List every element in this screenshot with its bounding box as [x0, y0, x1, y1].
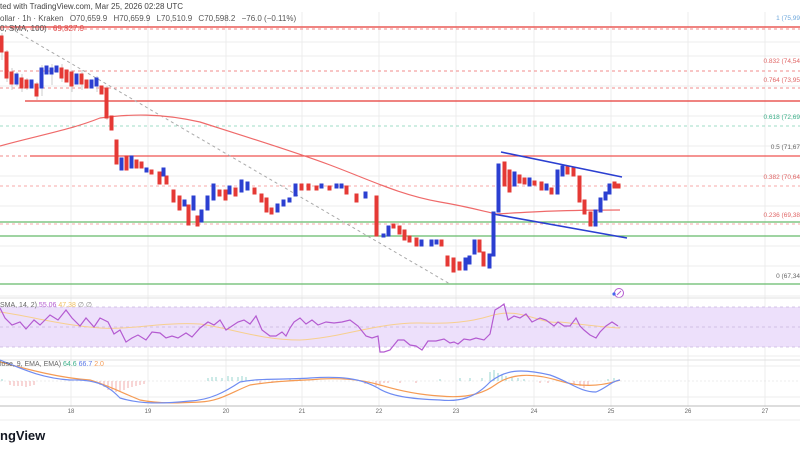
time-axis-label: 19	[144, 409, 152, 415]
fib-label-0-236: 0.236 (69,38	[763, 212, 800, 219]
rsi-legend: SMA, 14, 2) 55.06 47.38 ∅ ∅	[0, 301, 92, 309]
tradingview-logo: ngView	[0, 428, 46, 443]
ohlc-high: H70,659.9	[113, 14, 151, 23]
sma-label[interactable]: 0, SMA, 100)	[0, 24, 47, 33]
time-axis-label: 21	[298, 409, 306, 415]
macd-histogram	[1, 370, 615, 392]
time-axis-label: 24	[530, 409, 538, 415]
candles	[0, 33, 621, 273]
time-axis-label: 25	[607, 409, 615, 415]
rsi-extra: ∅ ∅	[77, 302, 93, 309]
sma-legend: 0, SMA, 100) 69,827.9	[0, 24, 88, 33]
grid-horizontal	[0, 41, 800, 398]
fib-label-0-382: 0.382 (70,64	[763, 174, 800, 181]
fib-label-1: 1 (75,99	[776, 15, 800, 22]
macd-signal-value: 2.0	[94, 361, 104, 368]
time-axis-label: 26	[684, 409, 692, 415]
time-axis-label: 27	[761, 409, 769, 415]
macd-signal-line	[0, 361, 621, 404]
descending-channel	[492, 151, 628, 239]
published-caption: ted with TradingView.com, Mar 25, 2026 0…	[0, 2, 184, 11]
fib-label-0-618: 0.618 (72,69	[763, 114, 800, 121]
symbol-legend: ollar · 1h · Kraken O70,659.9 H70,659.9 …	[0, 14, 300, 23]
symbol-name[interactable]: ollar · 1h · Kraken	[0, 14, 64, 23]
time-axis-label: 23	[452, 409, 460, 415]
macd-legend: lose, 9, EMA, EMA) 64.6 66.7 2.0	[0, 361, 104, 368]
fib-label-0-5: 0.5 (71,67	[770, 144, 800, 151]
macd-hist-value: 64.6	[63, 361, 77, 368]
rsi-ma-value: 47.38	[58, 302, 76, 309]
ohlc-open: O70,659.9	[69, 14, 108, 23]
macd-value: 66.7	[78, 361, 93, 368]
time-axis-label: 22	[375, 409, 383, 415]
trend-line	[4, 24, 451, 285]
sma-100-line	[0, 114, 621, 215]
macd-label[interactable]: lose, 9, EMA, EMA)	[0, 361, 62, 368]
horizontal-levels	[0, 26, 800, 285]
ohlc-low: L70,510.9	[156, 14, 193, 23]
ohlc-change: −76.0 (−0.11%)	[241, 14, 297, 23]
fib-label-0: 0 (67,34	[776, 273, 800, 280]
sma-value: 69,827.9	[52, 24, 85, 33]
rsi-value: 55.06	[38, 302, 57, 309]
time-axis-label: 18	[67, 409, 75, 415]
time-axis-label: 20	[222, 409, 230, 415]
fib-label-0-832: 0.832 (74,54	[763, 58, 800, 65]
ohlc-close: C70,598.2	[198, 14, 236, 23]
macd-line	[0, 359, 621, 404]
rsi-label[interactable]: SMA, 14, 2)	[0, 302, 37, 309]
fib-lines	[0, 28, 800, 225]
rsi-line	[0, 302, 619, 353]
fib-label-0-764: 0.764 (73,95	[763, 77, 800, 84]
